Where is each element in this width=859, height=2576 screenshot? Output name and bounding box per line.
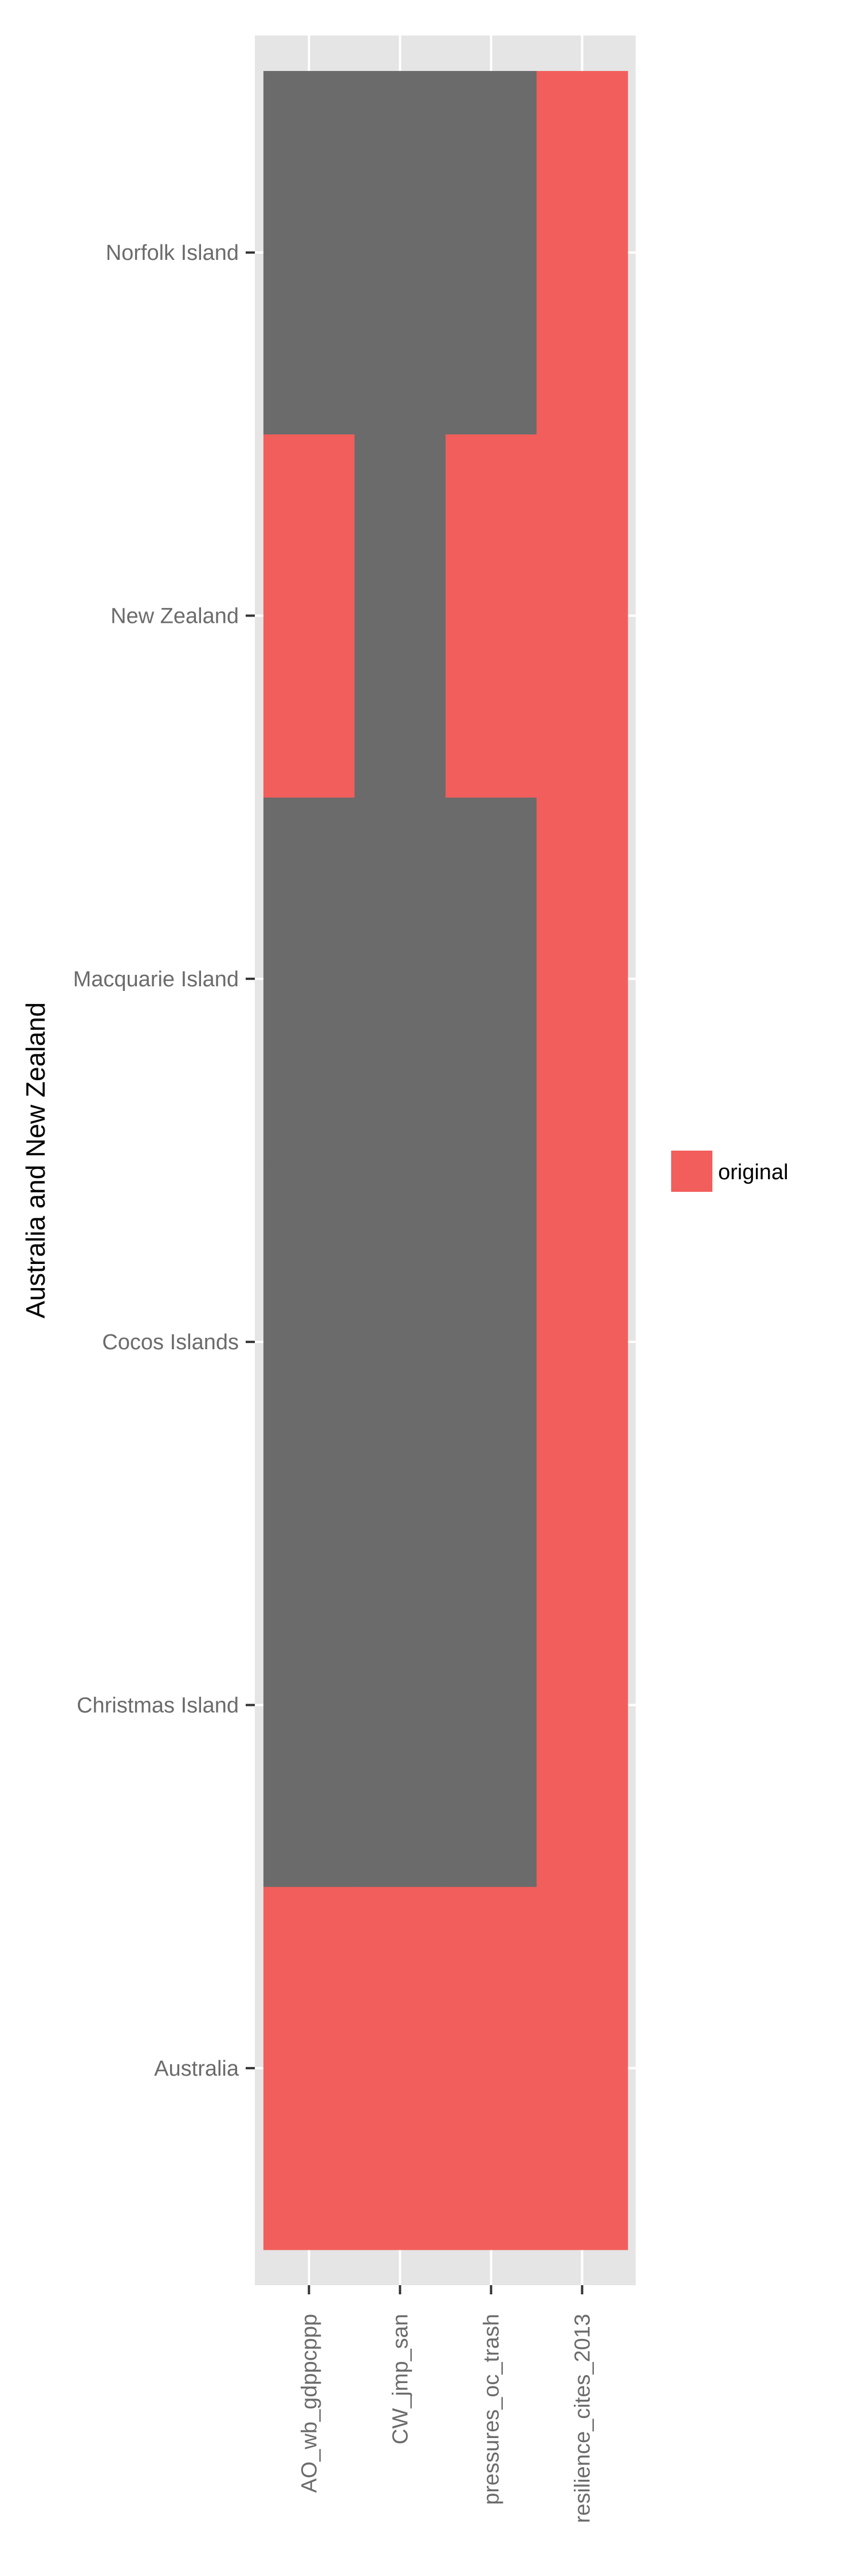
- y-tick-label: New Zealand: [111, 605, 239, 629]
- y-tick-label: Christmas Island: [77, 1694, 239, 1718]
- legend-key: [671, 1151, 712, 1192]
- heatmap-cell: [446, 71, 537, 434]
- heatmap-cell: [263, 71, 355, 434]
- x-tick-label: pressures_oc_trash: [480, 2314, 504, 2505]
- heatmap-cell: [446, 1886, 537, 2250]
- heatmap-cell: [537, 1160, 628, 1524]
- y-axis: Australia Christmas Island Cocos Islands Ma…: [73, 241, 255, 2081]
- heatmap-cell: [263, 434, 355, 798]
- legend-label: original: [718, 1160, 789, 1184]
- heatmap-cell: [537, 1523, 628, 1887]
- x-tick-label: resilience_cites_2013: [571, 2314, 595, 2523]
- legend: original: [671, 1151, 789, 1192]
- heatmap-cell: [263, 1160, 355, 1524]
- heatmap-cell: [354, 1160, 446, 1524]
- x-axis: AO_wb_gdppcppp CW_jmp_san pressures_oc_tra…: [298, 2285, 595, 2523]
- heatmap-cell: [537, 71, 628, 434]
- y-tick-label: Australia: [154, 2057, 239, 2081]
- heatmap-cell: [354, 1523, 446, 1887]
- heatmap-cell: [354, 434, 446, 798]
- heatmap-cell: [537, 434, 628, 798]
- y-tick-label: Macquarie Island: [73, 967, 239, 991]
- heatmap-cell: [354, 1886, 446, 2250]
- y-tick-label: Norfolk Island: [106, 241, 239, 265]
- x-tick-label: AO_wb_gdppcppp: [298, 2314, 322, 2493]
- heatmap-cell: [263, 1523, 355, 1887]
- heatmap-cell: [446, 434, 537, 798]
- heatmap-cell: [263, 1886, 355, 2250]
- heatmap-cell: [446, 797, 537, 1161]
- heatmap-cell: [354, 797, 446, 1161]
- heatmap-cells: [263, 71, 628, 2250]
- y-axis-title: Australia and New Zealand: [21, 1002, 50, 1318]
- heatmap-cell: [446, 1160, 537, 1524]
- heatmap-cell: [354, 71, 446, 434]
- heatmap-cell: [446, 1523, 537, 1887]
- heatmap-cell: [537, 797, 628, 1161]
- heatmap-cell: [537, 1886, 628, 2250]
- heatmap-cell: [263, 797, 355, 1161]
- x-tick-label: CW_jmp_san: [389, 2314, 413, 2444]
- y-tick-label: Cocos Islands: [102, 1330, 239, 1354]
